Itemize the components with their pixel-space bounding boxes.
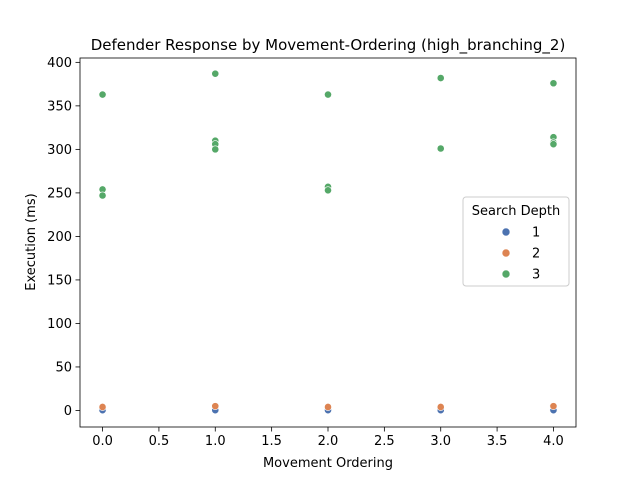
x-axis: 0.0 0.5 1.0 1.5 2.0 2.5 3.0 3.5 4.0 bbox=[92, 427, 564, 449]
y-tick-label: 300 bbox=[47, 143, 72, 158]
y-tick-label: 150 bbox=[47, 273, 72, 288]
y-tick-label: 0 bbox=[64, 404, 72, 419]
y-tick-label: 100 bbox=[47, 317, 72, 332]
y-tick-label: 50 bbox=[55, 360, 72, 375]
legend-label: 2 bbox=[532, 247, 540, 262]
y-axis-label: Execution (ms) bbox=[24, 193, 39, 291]
data-point-depth-3 bbox=[211, 145, 220, 154]
legend-marker bbox=[501, 227, 511, 237]
y-tick-label: 200 bbox=[47, 230, 72, 245]
x-axis-label: Movement Ordering bbox=[263, 456, 393, 471]
legend-title: Search Depth bbox=[472, 204, 560, 219]
chart-title: Defender Response by Movement-Ordering (… bbox=[91, 36, 566, 55]
data-point-depth-3 bbox=[98, 191, 107, 200]
legend: Search Depth 1 2 3 bbox=[462, 196, 570, 287]
x-tick-label: 0.5 bbox=[149, 434, 170, 449]
data-point-depth-2 bbox=[211, 402, 220, 411]
x-tick-label: 4.0 bbox=[543, 434, 564, 449]
data-point-depth-3 bbox=[98, 90, 107, 99]
x-tick-label: 3.0 bbox=[430, 434, 451, 449]
x-tick-label: 2.5 bbox=[374, 434, 395, 449]
points-layer bbox=[98, 69, 558, 415]
data-point-depth-3 bbox=[436, 74, 445, 82]
legend-marker bbox=[501, 248, 511, 258]
data-point-depth-2 bbox=[98, 403, 107, 411]
data-point-depth-3 bbox=[549, 140, 558, 149]
y-tick-label: 250 bbox=[47, 186, 72, 201]
x-tick-label: 1.0 bbox=[205, 434, 226, 449]
legend-box bbox=[462, 196, 570, 287]
legend-label: 3 bbox=[532, 268, 540, 283]
data-point-depth-3 bbox=[436, 144, 445, 153]
data-point-depth-3 bbox=[324, 90, 332, 99]
legend-marker bbox=[501, 269, 511, 279]
y-tick-label: 400 bbox=[47, 56, 72, 71]
y-axis: 0 50 100 150 200 250 300 350 400 bbox=[47, 56, 80, 419]
y-tick-label: 350 bbox=[47, 99, 72, 114]
legend-label: 1 bbox=[532, 226, 540, 241]
x-tick-label: 0.0 bbox=[92, 434, 113, 449]
data-point-depth-3 bbox=[211, 69, 220, 78]
data-point-depth-3 bbox=[549, 79, 558, 88]
data-point-depth-3 bbox=[324, 186, 332, 195]
x-tick-label: 1.5 bbox=[261, 434, 282, 449]
data-point-depth-2 bbox=[436, 403, 445, 411]
legend-items: 1 2 3 bbox=[501, 226, 540, 283]
data-point-depth-2 bbox=[549, 402, 558, 411]
data-point-depth-2 bbox=[324, 403, 332, 411]
x-tick-label: 3.5 bbox=[487, 434, 508, 449]
x-tick-label: 2.0 bbox=[318, 434, 339, 449]
